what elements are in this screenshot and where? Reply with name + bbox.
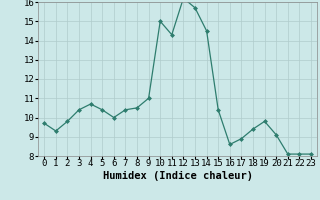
- X-axis label: Humidex (Indice chaleur): Humidex (Indice chaleur): [103, 171, 252, 181]
